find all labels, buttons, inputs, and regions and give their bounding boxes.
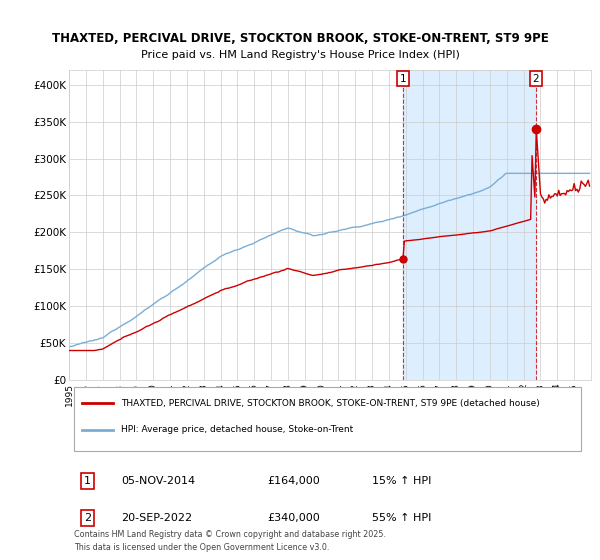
Text: 1: 1 bbox=[400, 74, 407, 84]
Text: THAXTED, PERCIVAL DRIVE, STOCKTON BROOK, STOKE-ON-TRENT, ST9 9PE: THAXTED, PERCIVAL DRIVE, STOCKTON BROOK,… bbox=[52, 32, 548, 45]
Text: 05-NOV-2014: 05-NOV-2014 bbox=[121, 476, 196, 486]
FancyBboxPatch shape bbox=[74, 387, 581, 451]
Text: 1: 1 bbox=[84, 476, 91, 486]
Text: HPI: Average price, detached house, Stoke-on-Trent: HPI: Average price, detached house, Stok… bbox=[121, 426, 353, 435]
Text: 2: 2 bbox=[84, 513, 91, 523]
Text: 2: 2 bbox=[532, 74, 539, 84]
Text: 15% ↑ HPI: 15% ↑ HPI bbox=[372, 476, 431, 486]
Text: 20-SEP-2022: 20-SEP-2022 bbox=[121, 513, 193, 523]
Bar bbox=[403, 70, 536, 380]
Text: Contains HM Land Registry data © Crown copyright and database right 2025.
This d: Contains HM Land Registry data © Crown c… bbox=[74, 530, 386, 552]
Text: THAXTED, PERCIVAL DRIVE, STOCKTON BROOK, STOKE-ON-TRENT, ST9 9PE (detached house: THAXTED, PERCIVAL DRIVE, STOCKTON BROOK,… bbox=[121, 399, 540, 408]
Text: Price paid vs. HM Land Registry's House Price Index (HPI): Price paid vs. HM Land Registry's House … bbox=[140, 50, 460, 60]
Text: £340,000: £340,000 bbox=[268, 513, 320, 523]
Text: 55% ↑ HPI: 55% ↑ HPI bbox=[372, 513, 431, 523]
Text: £164,000: £164,000 bbox=[268, 476, 320, 486]
